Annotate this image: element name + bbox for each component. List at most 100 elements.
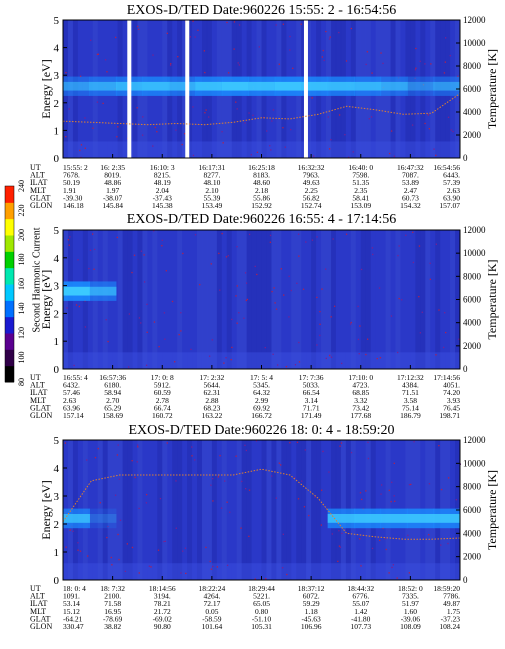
noise-speck xyxy=(240,527,242,529)
ephemeris-value: 18:44:32 xyxy=(347,584,374,593)
noise-speck xyxy=(392,564,395,566)
ephemeris-value: 330.47 xyxy=(63,622,84,631)
noise-speck xyxy=(337,560,339,563)
panel-title: EXOS-D/TED Date:960226 16:55: 4 - 17:14:… xyxy=(127,212,396,227)
noise-speck xyxy=(141,134,144,136)
ephemeris-value: 0.05 xyxy=(205,607,218,616)
spectrogram-cell-column xyxy=(117,230,123,369)
noise-speck xyxy=(102,102,104,105)
noise-speck xyxy=(164,338,166,340)
noise-speck xyxy=(365,490,367,492)
ephemeris-value: 55.86 xyxy=(253,193,270,202)
ephemeris-value: 7963. xyxy=(303,171,320,180)
noise-speck xyxy=(390,500,392,503)
noise-speck xyxy=(320,489,323,491)
noise-speck xyxy=(138,28,140,30)
ephemeris-value: 7678. xyxy=(63,171,80,180)
ephemeris-value: 2.70 xyxy=(106,396,119,405)
noise-speck xyxy=(244,444,246,446)
colorbar-segment xyxy=(5,300,14,318)
noise-speck xyxy=(137,25,139,28)
energy-band-core xyxy=(407,513,435,523)
ephemeris-value: 3.14 xyxy=(305,396,318,405)
noise-speck xyxy=(359,325,361,327)
noise-speck xyxy=(221,232,223,235)
y-tick-label: 0 xyxy=(54,364,60,376)
y-tick-label: 1 xyxy=(54,125,60,137)
y2-tick-label: 2000 xyxy=(463,552,482,562)
colorbar-tick-label: 140 xyxy=(17,303,26,315)
noise-speck xyxy=(359,538,361,540)
noise-speck xyxy=(212,477,214,480)
ephemeris-value: 5912. xyxy=(154,381,171,390)
spectrogram-cell-column xyxy=(271,440,277,580)
ephemeris-value: 8183. xyxy=(253,171,270,180)
ephemeris-value: 108.09 xyxy=(400,622,421,631)
spectrogram-cell-column xyxy=(127,230,133,369)
noise-speck xyxy=(77,542,79,544)
ephemeris-value: 5644. xyxy=(203,381,220,390)
ephemeris-value: 3.58 xyxy=(404,396,417,405)
spectrogram-cell-column xyxy=(440,230,446,369)
noise-speck xyxy=(254,578,256,580)
ephemeris-row-label: GLON xyxy=(30,622,52,631)
noise-speck xyxy=(153,321,156,323)
noise-speck xyxy=(283,294,285,296)
noise-speck xyxy=(341,532,343,535)
ephemeris-value: 16:32:32 xyxy=(298,163,325,172)
ephemeris-value: 3.32 xyxy=(354,396,367,405)
ephemeris-value: 16:47:32 xyxy=(397,163,424,172)
noise-speck xyxy=(245,299,247,302)
noise-speck xyxy=(110,556,112,559)
ephemeris-value: 16:57:36 xyxy=(99,373,126,382)
spectrogram-cell-column xyxy=(355,230,362,369)
noise-speck xyxy=(297,498,300,500)
noise-speck xyxy=(397,254,399,257)
energy-band-core xyxy=(301,81,329,91)
noise-speck xyxy=(275,308,278,310)
noise-speck xyxy=(245,449,248,452)
noise-speck xyxy=(93,268,95,270)
y2-tick-label: 2000 xyxy=(463,130,482,140)
spectrogram-cell-column xyxy=(241,440,247,580)
noise-speck xyxy=(428,128,431,130)
data-gap xyxy=(303,20,308,158)
noise-speck xyxy=(440,488,443,491)
spectrogram-cell-column xyxy=(430,230,436,369)
noise-speck xyxy=(140,322,142,324)
noise-speck xyxy=(433,148,435,150)
ephemeris-value: 17:12:32 xyxy=(397,373,424,382)
noise-speck xyxy=(233,48,235,50)
noise-speck xyxy=(367,441,369,444)
noise-speck xyxy=(427,114,429,116)
noise-speck xyxy=(69,236,71,238)
noise-speck xyxy=(311,97,313,99)
y2-tick-label: 2000 xyxy=(463,341,482,351)
ephemeris-value: 18: 0: 4 xyxy=(63,584,86,593)
panel-title: EXOS-D/TED Date:960226 15:55: 2 - 16:54:… xyxy=(127,3,396,18)
ephemeris-value: 66.54 xyxy=(303,388,320,397)
ephemeris-value: 17:10: 0 xyxy=(348,373,373,382)
noise-speck xyxy=(390,130,393,132)
noise-speck xyxy=(371,72,373,74)
noise-speck xyxy=(313,155,315,157)
ephemeris-value: 153.49 xyxy=(202,201,223,210)
spectrogram-cell-column xyxy=(410,230,416,369)
ephemeris-value: -45.63 xyxy=(301,614,321,623)
noise-speck xyxy=(184,133,186,135)
ephemeris-value: 7087. xyxy=(402,171,419,180)
spectrogram-cell-column xyxy=(246,230,252,369)
noise-speck xyxy=(226,21,228,24)
ephemeris-value: 71.58 xyxy=(104,599,121,608)
noise-speck xyxy=(217,476,219,478)
spectrogram-cell-column xyxy=(256,440,262,580)
noise-speck xyxy=(117,444,119,446)
noise-speck xyxy=(300,23,302,25)
ephemeris-row-label: GLON xyxy=(30,411,52,420)
noise-speck xyxy=(175,527,177,529)
ephemeris-value: 16:10: 3 xyxy=(150,163,175,172)
noise-speck xyxy=(185,572,187,575)
noise-speck xyxy=(298,255,300,257)
ephemeris-value: 18: 7:32 xyxy=(100,584,125,593)
noise-speck xyxy=(252,114,254,116)
